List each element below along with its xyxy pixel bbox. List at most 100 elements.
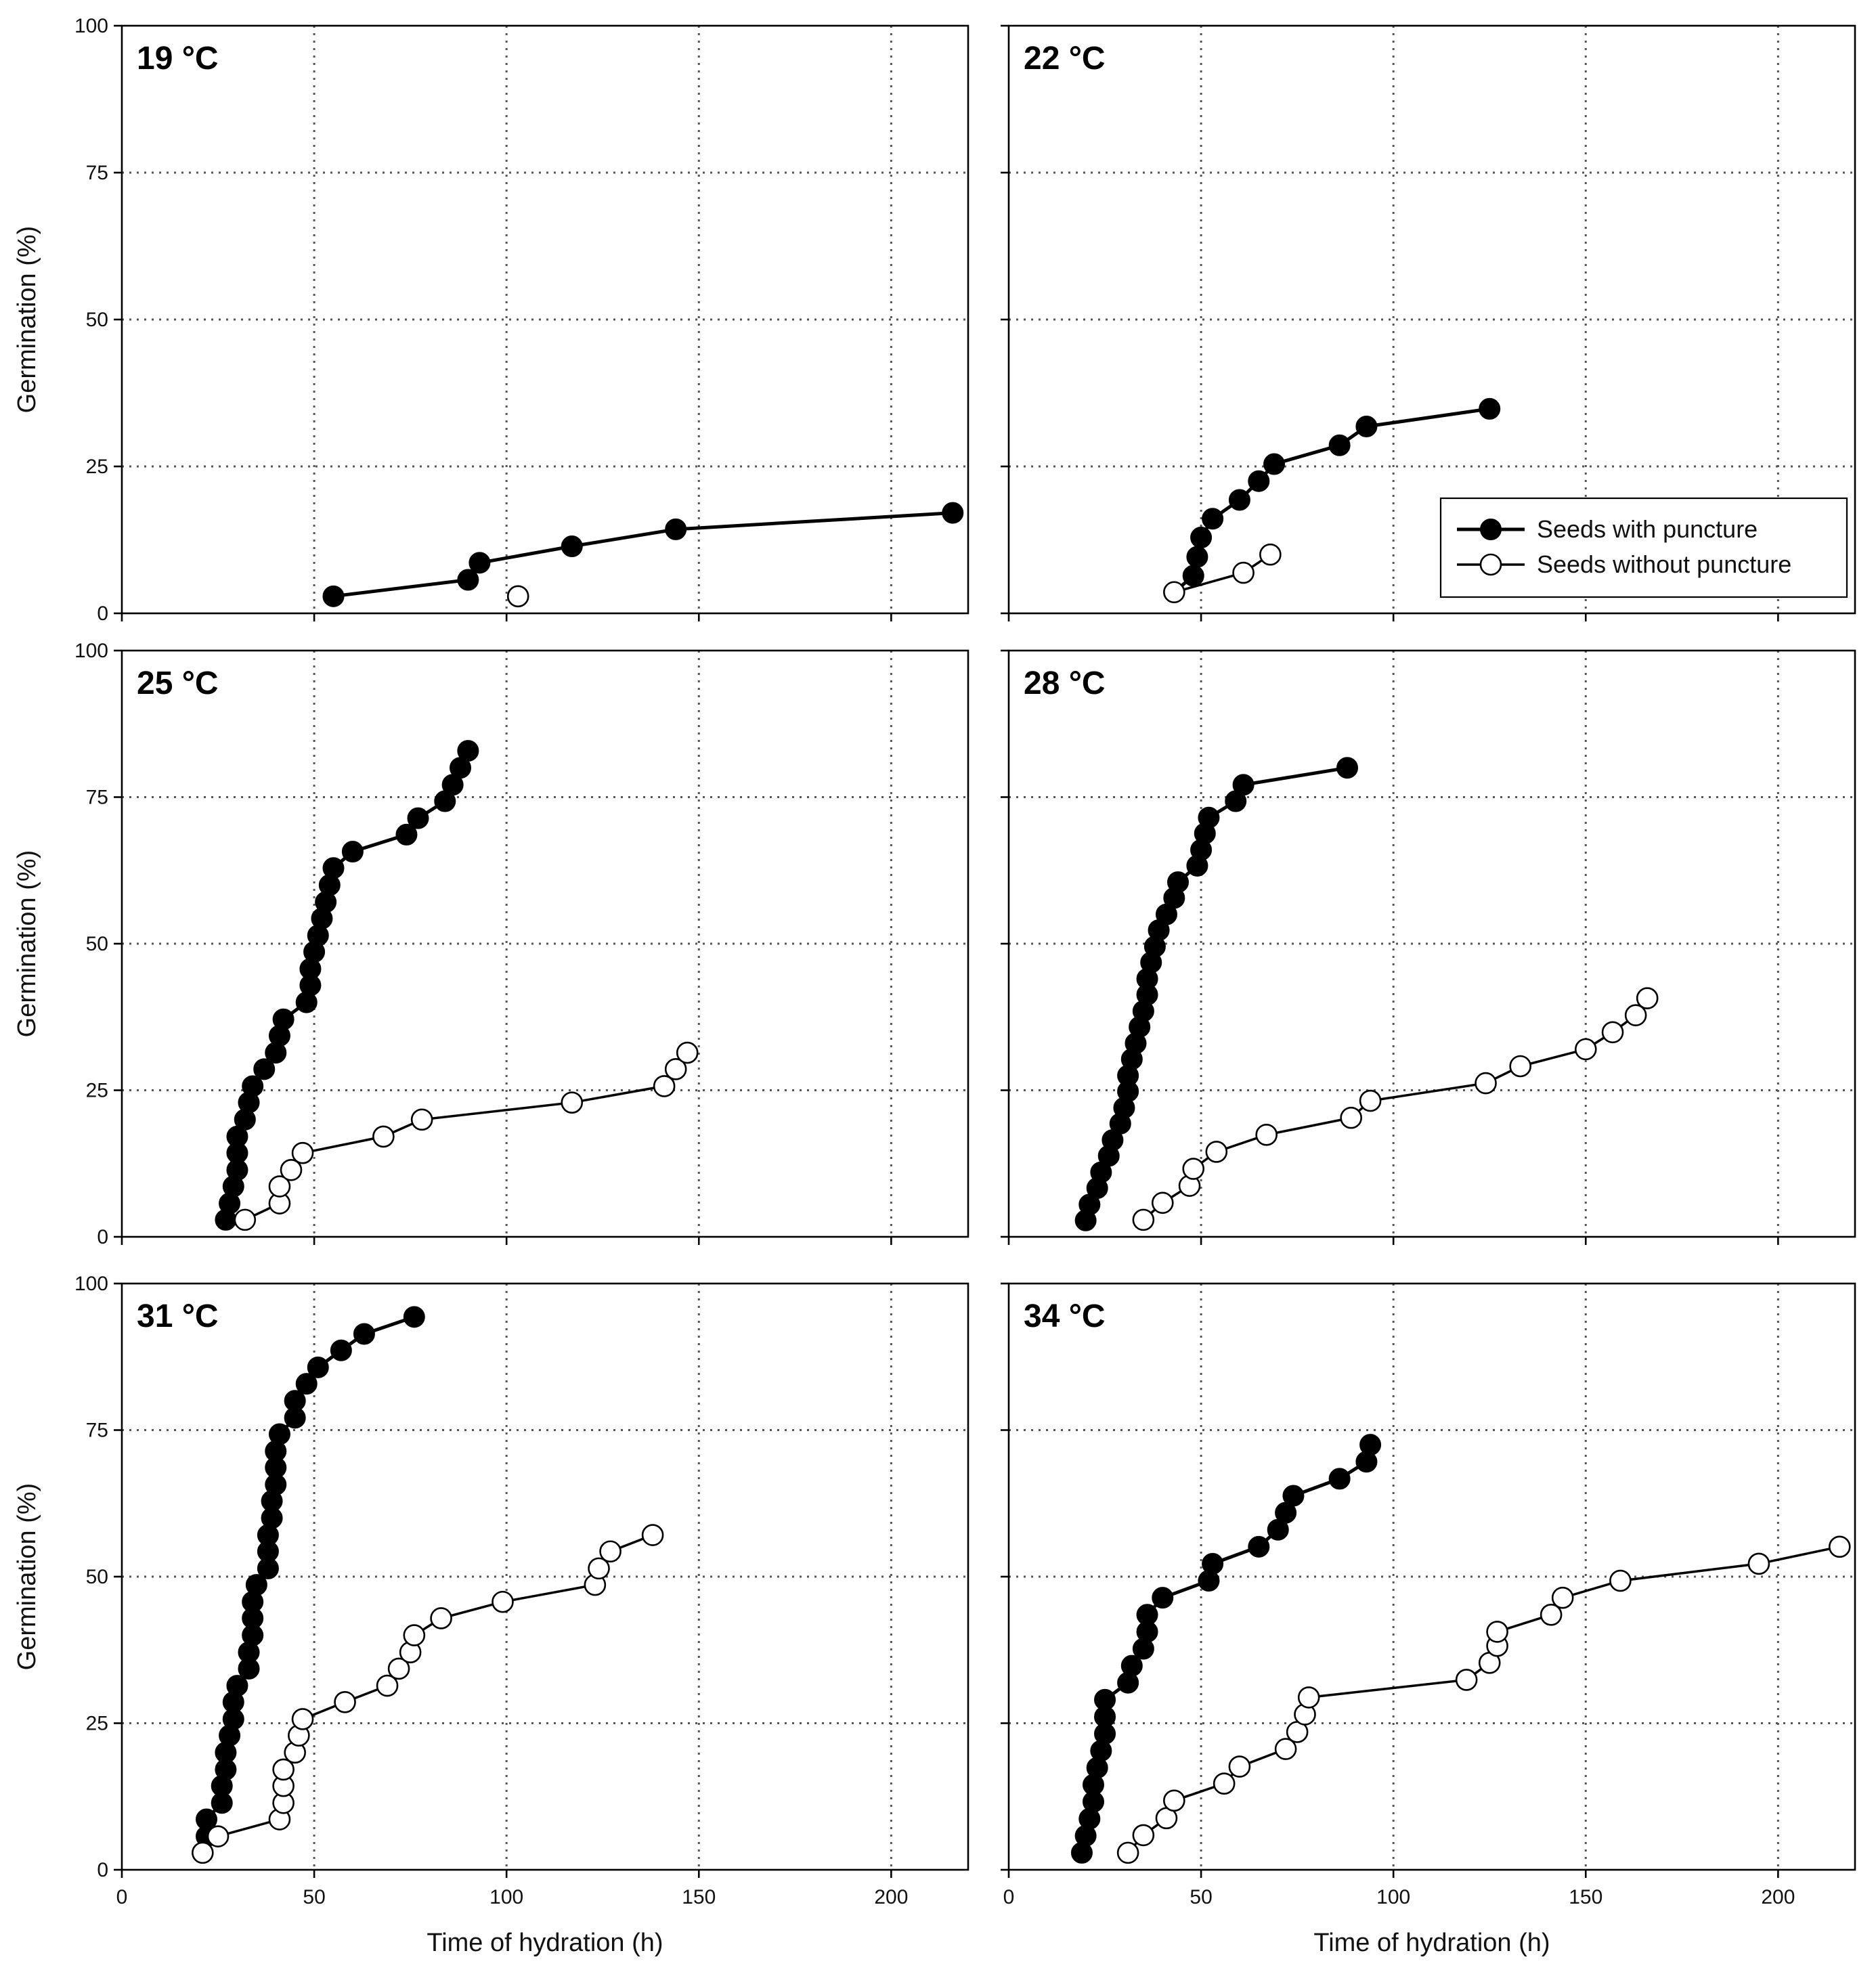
- grid-lines: [1009, 651, 1855, 1237]
- y-tick-label-25: 25: [86, 1713, 108, 1735]
- x-tick-label-50: 50: [1190, 1886, 1212, 1908]
- panel-title: 28 °C: [1024, 665, 1106, 701]
- data-point: [1540, 1603, 1563, 1626]
- series-seeds-with-puncture: [192, 1306, 425, 1864]
- data-point: [403, 1306, 425, 1328]
- data-point: [1182, 1158, 1205, 1180]
- data-point: [1479, 397, 1501, 420]
- data-point: [665, 518, 687, 540]
- data-point: [1116, 1841, 1139, 1864]
- data-point: [653, 1075, 676, 1097]
- legend-box: [1439, 497, 1848, 598]
- data-point: [1248, 470, 1270, 492]
- x-tick-label-200: 200: [1761, 1886, 1795, 1908]
- series-seeds-without-puncture: [1132, 987, 1659, 1231]
- data-point: [307, 1356, 329, 1378]
- data-point: [196, 1808, 217, 1831]
- data-point: [192, 1841, 214, 1864]
- y-tick-label-25: 25: [86, 456, 108, 478]
- data-point: [1202, 1552, 1224, 1575]
- data-point: [599, 1540, 621, 1563]
- series-seeds-with-puncture: [1074, 757, 1358, 1231]
- data-point: [1248, 1535, 1270, 1558]
- axis-ticks: [1001, 24, 1779, 621]
- x-tick-label-50: 50: [303, 1886, 325, 1908]
- x-tick-label-0: 0: [116, 1886, 128, 1908]
- data-point: [1328, 434, 1351, 456]
- chart-panel-19-c: 0 25 50 75 100 Germination (%) 19 °C: [13, 15, 969, 625]
- series-seeds-without-puncture: [234, 1041, 699, 1231]
- data-point: [457, 569, 479, 591]
- data-point: [1190, 527, 1213, 549]
- x-axis-label: Time of hydration (h): [427, 1929, 663, 1957]
- panel-title: 31 °C: [137, 1298, 219, 1334]
- axis-ticks: 0 25 50 75 100: [74, 15, 892, 625]
- data-point: [268, 1175, 291, 1198]
- chart-panel-31-c: 0 25 50 75 100 0 50 100 150 200 Germination (%) Tim…: [13, 1273, 969, 1957]
- data-point: [1182, 565, 1204, 587]
- data-point: [1828, 1535, 1851, 1558]
- data-point: [253, 1058, 276, 1080]
- data-point: [376, 1674, 399, 1697]
- data-point: [410, 1108, 433, 1131]
- data-point: [1263, 453, 1286, 475]
- legend-entry-seeds-without-puncture: Seeds without puncture: [1457, 550, 1791, 578]
- y-tick-label-100: 100: [74, 15, 108, 37]
- data-point: [1151, 1191, 1174, 1214]
- data-point: [1202, 508, 1224, 530]
- data-point: [1152, 1587, 1174, 1609]
- data-point: [1624, 1004, 1647, 1026]
- data-point: [322, 585, 345, 607]
- data-point: [664, 1058, 687, 1080]
- x-tick-label-100: 100: [1376, 1886, 1410, 1908]
- x-axis-label: Time of hydration (h): [1313, 1929, 1550, 1957]
- y-axis-label: Germination (%): [13, 1483, 41, 1671]
- y-tick-label-0: 0: [97, 1226, 108, 1248]
- x-tick-label-0: 0: [1003, 1886, 1015, 1908]
- data-point: [372, 1125, 395, 1148]
- y-tick-label-75: 75: [86, 787, 108, 809]
- grid-lines: [122, 651, 968, 1237]
- y-tick-label-0: 0: [97, 1859, 108, 1881]
- data-point: [1228, 1755, 1251, 1778]
- series-seeds-without-puncture: [506, 585, 529, 608]
- data-point: [295, 1373, 318, 1395]
- data-point: [1167, 871, 1189, 894]
- data-point: [1509, 1055, 1531, 1078]
- data-point: [1601, 1021, 1624, 1044]
- data-point: [291, 1708, 314, 1730]
- y-axis-label: Germination (%): [13, 226, 41, 414]
- data-point: [1163, 581, 1185, 604]
- legend-marker: [1479, 553, 1502, 576]
- y-tick-label-75: 75: [86, 1420, 108, 1442]
- series-line: [1142, 997, 1649, 1221]
- series-seeds-without-puncture: [1163, 543, 1282, 604]
- axis-ticks: 0 25 50 75 100 0 50 100 150 200: [74, 1273, 908, 1908]
- data-point: [1475, 1072, 1497, 1095]
- x-tick-label-150: 150: [682, 1886, 716, 1908]
- data-point: [272, 1758, 295, 1781]
- y-tick-label-50: 50: [86, 309, 108, 331]
- data-point: [1186, 546, 1208, 568]
- data-point: [395, 823, 418, 846]
- grid-lines: [122, 26, 968, 613]
- data-point: [561, 535, 583, 558]
- data-point: [322, 857, 345, 879]
- data-point: [284, 1390, 306, 1412]
- axis-ticks: 0 50 100 150 200: [1001, 1282, 1795, 1908]
- data-point: [226, 1675, 248, 1697]
- data-point: [1205, 1141, 1228, 1163]
- data-point: [407, 807, 429, 829]
- panel-title: 22 °C: [1024, 41, 1106, 76]
- data-point: [1255, 1124, 1278, 1146]
- data-point: [1551, 1586, 1574, 1609]
- series-line: [333, 511, 953, 598]
- data-point: [1297, 1686, 1320, 1709]
- data-point: [1359, 1434, 1382, 1456]
- data-point: [387, 1657, 410, 1680]
- legend-entry-seeds-with-puncture: Seeds with puncture: [1457, 515, 1758, 543]
- y-axis-label: Germination (%): [13, 850, 41, 1038]
- x-tick-label-200: 200: [874, 1886, 908, 1908]
- data-point: [1232, 561, 1255, 584]
